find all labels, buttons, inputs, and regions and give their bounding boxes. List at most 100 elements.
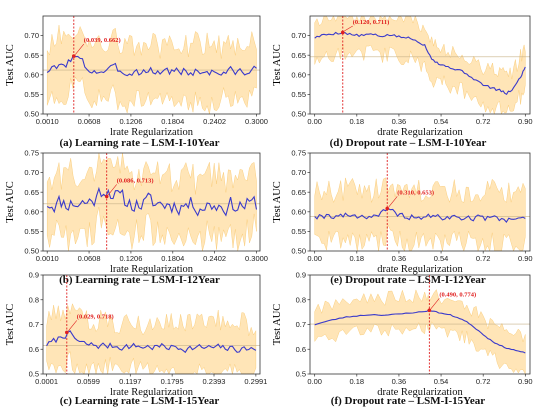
x-tick-label: 0.2393 [203, 377, 226, 386]
y-axis-label: Test AUC [5, 304, 16, 346]
y-axis-label: Test AUC [5, 44, 16, 86]
series-line [46, 186, 258, 217]
peak-annotation: (0.120, 0.711) [353, 19, 389, 26]
y-tick-label: 0.70 [24, 168, 39, 177]
axes-frame [309, 15, 531, 115]
y-tick-label: 0.70 [24, 31, 39, 40]
peak-annotation: (0.039, 0.662) [84, 37, 121, 44]
chart-panel-2: (0.120, 0.711) 0.50 0.55 0.60 0.65 0.70 0.00 0.… [272, 15, 533, 149]
panel-caption: (d) Dropout rate – LSM-I-10Year [330, 137, 487, 149]
x-tick-label: 0.00 [307, 377, 322, 386]
x-tick-label: 0.90 [518, 254, 533, 263]
chart-panel-1: (0.039, 0.662) 0.50 0.55 0.60 0.65 0.70 0.0010… [5, 15, 268, 149]
y-axis-label: Test AUC [272, 44, 283, 86]
y-tick-label: 0.8 [29, 295, 39, 304]
series-line [46, 330, 257, 354]
y-tick-label: 0.9 [296, 271, 306, 280]
x-tick-label: 0.2402 [203, 117, 226, 126]
y-axis-label: Test AUC [272, 181, 283, 223]
y-tick-label: 0.55 [291, 227, 306, 236]
y-tick-label: 0.60 [291, 70, 306, 79]
y-tick-label: 0.55 [24, 90, 39, 99]
axes-frame [309, 152, 531, 252]
x-tick-label: 0.36 [392, 117, 407, 126]
x-tick-label: 0.3000 [245, 254, 268, 263]
y-tick-label: 0.5 [29, 370, 39, 379]
chart-panel-3: (0.086, 0.713) 0.50 0.55 0.60 0.65 0.70 0.75 0.… [5, 149, 268, 286]
y-tick-label: 0.5 [296, 370, 306, 379]
confidence-band [46, 303, 257, 374]
annotation-arrow [107, 184, 117, 196]
x-tick-label: 0.0010 [36, 254, 59, 263]
peak-annotation: (0.490, 0.774) [439, 291, 476, 298]
y-tick-label: 0.70 [291, 168, 306, 177]
x-tick-label: 0.18 [350, 377, 365, 386]
x-tick-label: 0.1804 [161, 117, 184, 126]
y-tick-label: 0.50 [291, 110, 306, 119]
x-tick-label: 0.1206 [119, 254, 142, 263]
x-tick-label: 0.36 [392, 377, 407, 386]
y-tick-label: 0.65 [291, 51, 306, 60]
y-tick-label: 0.50 [24, 110, 39, 119]
chart-panel-4: (0.310, 0.653) 0.50 0.55 0.60 0.65 0.70 0.75 0.… [272, 149, 533, 286]
series-line [314, 31, 526, 96]
x-tick-label: 0.0010 [36, 117, 59, 126]
x-tick-label: 0.90 [518, 377, 533, 386]
panel-caption: (a) Learning rate – LSM-I-10Year [59, 137, 219, 149]
x-tick-label: 0.2991 [244, 377, 267, 386]
y-tick-label: 0.6 [29, 345, 39, 354]
panel-caption: (f) Dropout rate – LSM-I-15Year [331, 395, 485, 407]
confidence-band [314, 177, 526, 251]
x-tick-label: 0.0608 [78, 117, 101, 126]
peak-annotation: (0.310, 0.653) [397, 189, 434, 196]
y-tick-label: 0.8 [296, 295, 306, 304]
y-tick-label: 0.65 [24, 188, 39, 197]
peak-annotation: (0.086, 0.713) [117, 177, 154, 184]
x-tick-label: 0.54 [434, 117, 449, 126]
axes-frame [42, 15, 261, 115]
x-tick-label: 0.1197 [119, 377, 141, 386]
x-tick-label: 0.3000 [245, 117, 268, 126]
y-tick-label: 0.50 [24, 247, 39, 256]
x-tick-label: 0.0599 [77, 377, 100, 386]
chart-panel-5: (0.029, 0.718) 0.5 0.6 0.7 0.8 0.9 0.0001 0.059… [5, 271, 267, 407]
annotation-arrow [75, 43, 85, 55]
x-axis-label: drate Regularization [377, 127, 463, 138]
x-tick-label: 0.00 [307, 117, 322, 126]
peak-marker [427, 308, 432, 313]
confidence-band [314, 289, 526, 374]
x-tick-label: 0.0001 [35, 377, 58, 386]
annotation-arrow [430, 298, 440, 310]
x-axis-label: lrate Regularization [110, 127, 194, 138]
y-tick-label: 0.60 [24, 70, 39, 79]
annotation-arrow [68, 320, 78, 332]
axes-frame [42, 152, 261, 252]
peak-marker [104, 194, 109, 199]
x-tick-label: 0.72 [476, 254, 491, 263]
y-tick-label: 0.60 [24, 207, 39, 216]
annotation-arrow [344, 25, 353, 32]
x-tick-label: 0.18 [350, 117, 365, 126]
y-tick-label: 0.65 [24, 51, 39, 60]
x-axis-label: lrate Regularization [110, 264, 194, 275]
annotation-arrow [388, 196, 398, 208]
y-tick-label: 0.65 [291, 188, 306, 197]
y-tick-label: 0.7 [29, 320, 39, 329]
x-tick-label: 0.1804 [161, 254, 184, 263]
x-tick-label: 0.54 [434, 254, 449, 263]
peak-annotation: (0.029, 0.718) [77, 313, 114, 320]
y-axis-label: Test AUC [272, 304, 283, 346]
y-tick-label: 0.70 [291, 31, 306, 40]
x-tick-label: 0.18 [350, 254, 365, 263]
series-line [314, 207, 526, 224]
panel-caption: (e) Dropout rate – LSM-I-12Year [330, 274, 486, 286]
y-tick-label: 0.6 [296, 345, 306, 354]
x-tick-label: 0.1206 [119, 117, 142, 126]
x-tick-label: 0.54 [434, 377, 449, 386]
panel-caption: (c) Learning rate – LSM-I-15Year [60, 395, 220, 407]
y-tick-label: 0.55 [291, 90, 306, 99]
confidence-band [314, 16, 526, 114]
series-line [46, 55, 257, 77]
x-tick-label: 0.90 [518, 117, 533, 126]
